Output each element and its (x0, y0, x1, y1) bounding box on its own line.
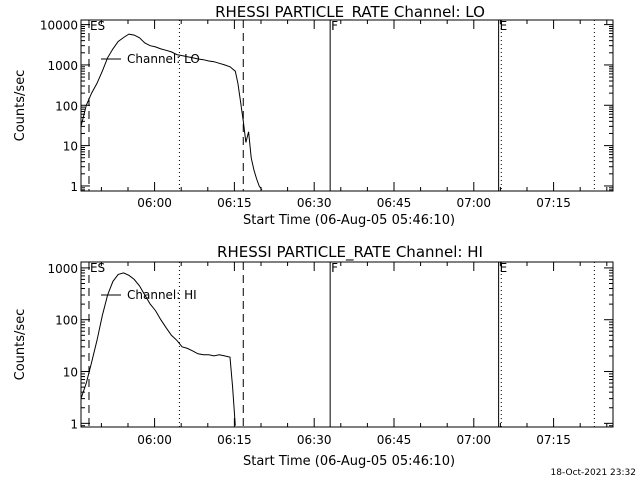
marker-label: E (500, 261, 508, 275)
x-tick-label: 06:15 (217, 433, 252, 447)
x-tick-label: 07:15 (536, 196, 571, 210)
x-tick-label: 07:15 (536, 433, 571, 447)
y-tick-label: 1000 (47, 59, 78, 73)
x-tick-label: 07:00 (456, 196, 491, 210)
chart-title: RHESSI PARTICLE_RATE Channel: LO (215, 3, 485, 22)
marker-label: F (331, 19, 338, 33)
x-tick-label: 06:30 (297, 196, 332, 210)
chart-panel-2: RHESSI PARTICLE_RATE Channel: HI Start Ti… (13, 243, 614, 469)
x-tick-label: 07:00 (456, 433, 491, 447)
x-tick-label: 06:00 (137, 433, 172, 447)
x-tick-label: 06:15 (217, 196, 252, 210)
x-axis-label: Start Time (06-Aug-05 05:46:10) (243, 213, 455, 228)
chart-panel-1: RHESSI PARTICLE_RATE Channel: LO Start Ti… (13, 3, 614, 228)
data-series-line (80, 33, 263, 191)
plot-frame (80, 261, 614, 428)
x-tick-label: 06:30 (297, 433, 332, 447)
y-tick-label: 1 (70, 180, 78, 194)
x-tick-label: 06:00 (137, 196, 172, 210)
y-tick-label: 1 (70, 417, 78, 431)
legend-label: Channel: HI (127, 288, 197, 302)
marker-label: ES (90, 19, 105, 33)
timestamp: 18-Oct-2021 23:32 (551, 468, 636, 478)
marker-label: ES (90, 261, 105, 275)
marker-label: E (500, 19, 508, 33)
y-axis-label: Counts/sec (13, 70, 28, 142)
x-tick-label: 06:45 (377, 196, 412, 210)
marker-label: F (331, 261, 338, 275)
chart-title: RHESSI PARTICLE_RATE Channel: HI (217, 243, 483, 262)
y-tick-label: 10000 (40, 19, 78, 33)
y-tick-label: 100 (55, 314, 78, 328)
legend-label: Channel: LO (127, 52, 200, 66)
plot-frame (80, 19, 614, 192)
x-axis-label: Start Time (06-Aug-05 05:46:10) (243, 454, 455, 469)
y-tick-label: 100 (55, 99, 78, 113)
x-tick-label: 06:45 (377, 433, 412, 447)
y-axis-label: Counts/sec (13, 309, 28, 381)
y-tick-label: 1000 (47, 262, 78, 276)
y-tick-label: 10 (63, 366, 78, 380)
y-tick-label: 10 (63, 140, 78, 154)
